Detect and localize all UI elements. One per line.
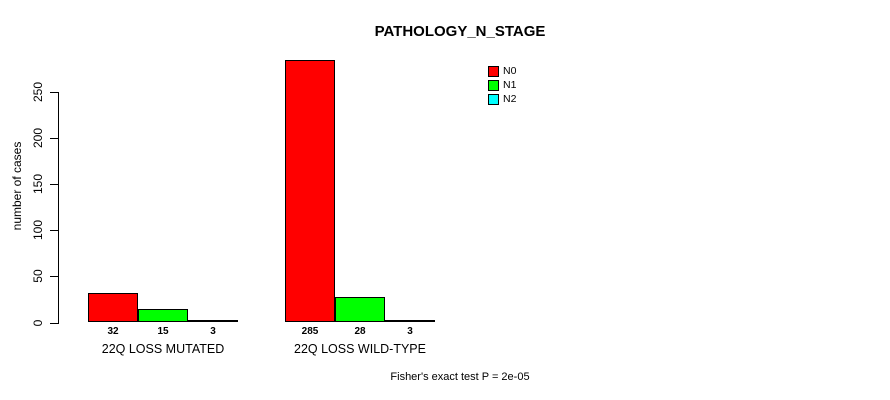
bar-value-label: 32	[107, 326, 119, 337]
legend-label-n2: N2	[503, 93, 517, 105]
y-tick-mark	[50, 322, 59, 324]
y-tick-label: 200	[31, 128, 45, 149]
legend-label-n0: N0	[503, 65, 517, 77]
y-axis-line	[58, 92, 59, 323]
bar-value-label: 3	[407, 326, 413, 337]
bar-value-label: 28	[354, 326, 366, 337]
bar-n0-group1	[88, 293, 138, 323]
legend-swatch-n1	[488, 80, 499, 91]
chart-title: PATHOLOGY_N_STAGE	[374, 23, 546, 40]
y-tick-label: 50	[31, 269, 45, 284]
bar-n2-group1	[188, 319, 238, 323]
bar-value-label: 285	[301, 326, 319, 337]
bar-n2-group2	[385, 319, 435, 323]
y-tick-mark	[50, 230, 59, 232]
bar-n0-group2	[285, 60, 335, 323]
bar-n1-group1	[138, 308, 188, 323]
y-axis-label: number of cases	[10, 141, 24, 231]
y-tick-mark	[50, 184, 59, 186]
y-tick-label: 250	[31, 82, 45, 103]
category-label: 22Q LOSS WILD-TYPE	[294, 342, 426, 356]
legend-label-n1: N1	[503, 79, 517, 91]
y-tick-label: 0	[31, 319, 45, 326]
y-tick-mark	[50, 92, 59, 94]
bar-n1-group2	[335, 296, 385, 323]
y-tick-mark	[50, 276, 59, 278]
legend-swatch-n0	[488, 66, 499, 77]
bar-value-label: 3	[210, 326, 216, 337]
legend-swatch-n2	[488, 94, 499, 105]
y-tick-label: 150	[31, 174, 45, 195]
category-label: 22Q LOSS MUTATED	[101, 342, 225, 356]
y-tick-mark	[50, 138, 59, 140]
footnote: Fisher's exact test P = 2e-05	[390, 371, 530, 383]
bar-value-label: 15	[157, 326, 169, 337]
y-tick-label: 100	[31, 220, 45, 241]
